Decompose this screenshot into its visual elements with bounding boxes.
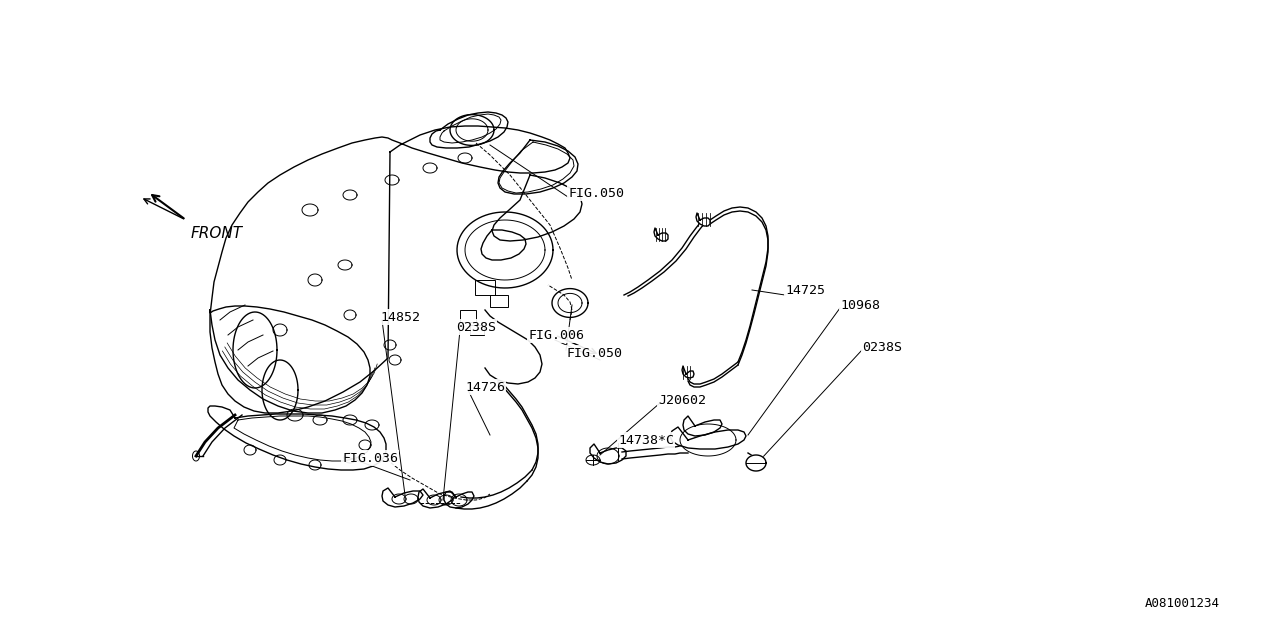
Text: 14726: 14726 xyxy=(465,381,506,394)
Text: 0238S: 0238S xyxy=(456,321,497,333)
Bar xyxy=(475,280,495,295)
Bar xyxy=(470,325,484,335)
Polygon shape xyxy=(696,213,710,226)
Text: 10968: 10968 xyxy=(840,298,881,312)
Text: A081001234: A081001234 xyxy=(1146,597,1220,610)
Text: 14852: 14852 xyxy=(380,310,420,323)
Polygon shape xyxy=(669,427,746,449)
Bar xyxy=(460,310,476,322)
Text: FIG.050: FIG.050 xyxy=(568,186,625,200)
Bar xyxy=(490,295,508,307)
Text: 0238S: 0238S xyxy=(861,340,902,353)
Text: J20602: J20602 xyxy=(658,394,707,406)
Polygon shape xyxy=(746,455,765,471)
Polygon shape xyxy=(682,366,694,378)
Text: FIG.006: FIG.006 xyxy=(529,328,584,342)
Polygon shape xyxy=(654,228,668,241)
Text: FRONT: FRONT xyxy=(191,226,243,241)
Text: 14738*C: 14738*C xyxy=(618,433,675,447)
Text: 14725: 14725 xyxy=(785,284,826,296)
Text: FIG.036: FIG.036 xyxy=(342,451,398,465)
Text: FIG.050: FIG.050 xyxy=(566,346,622,360)
Polygon shape xyxy=(684,416,722,436)
